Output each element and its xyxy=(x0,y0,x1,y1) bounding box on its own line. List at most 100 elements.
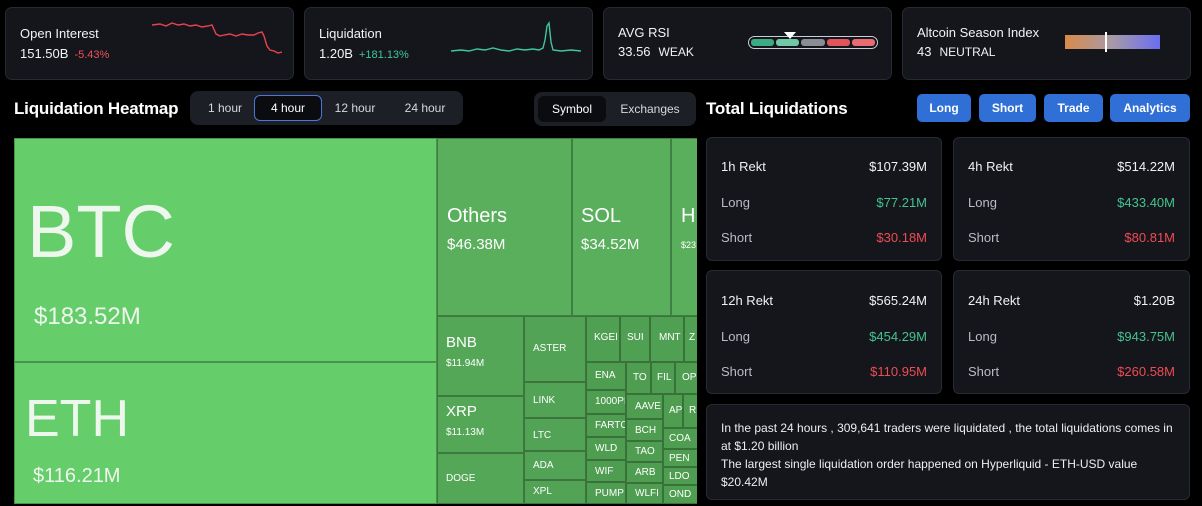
tile-fartc[interactable]: FARTC xyxy=(586,414,626,437)
rsi-gauge-seg xyxy=(801,39,825,46)
total-liquidations-title: Total Liquidations xyxy=(706,99,848,118)
tile-to-name: TO xyxy=(633,372,647,383)
tile-ap[interactable]: AP xyxy=(663,394,683,428)
tile-to[interactable]: TO xyxy=(626,362,651,394)
tile-1000pi[interactable]: 1000PI xyxy=(586,390,626,414)
rekt-24h-total: $1.20B xyxy=(1133,292,1175,308)
tile-kgei-name: KGEI xyxy=(594,332,618,343)
tile-others[interactable]: Others $46.38M xyxy=(437,138,572,316)
tile-pump-name: PUMP xyxy=(595,488,624,499)
tile-h-name: H xyxy=(681,205,696,227)
rekt-24h-short-label: Short xyxy=(968,363,1000,379)
avg-rsi-card[interactable]: AVG RSI 33.56 WEAK xyxy=(603,7,892,80)
avg-rsi-value: 33.56 xyxy=(618,44,651,59)
tile-arb[interactable]: ARB xyxy=(626,462,663,483)
tile-ena[interactable]: ENA xyxy=(586,362,626,390)
summary-line-1: In the past 24 hours , 309,641 traders w… xyxy=(721,421,1173,453)
analytics-button[interactable]: Analytics xyxy=(1110,94,1190,122)
open-interest-sparkline xyxy=(152,22,282,54)
tile-xrp[interactable]: XRP $11.13M xyxy=(437,396,524,453)
tile-bch[interactable]: BCH xyxy=(626,419,663,441)
tile-pen-name: PEN xyxy=(669,453,690,464)
tile-wif[interactable]: WIF xyxy=(586,460,626,482)
mode-tabs: Symbol Exchanges xyxy=(534,92,696,126)
tile-h[interactable]: H $23 xyxy=(671,138,697,316)
tile-tao[interactable]: TAO xyxy=(626,441,663,462)
tile-mnt[interactable]: MNT xyxy=(650,316,684,362)
tile-ldo-name: LDO xyxy=(669,471,690,482)
tile-r[interactable]: R xyxy=(683,394,697,428)
tile-pump[interactable]: PUMP xyxy=(586,482,626,504)
tile-btc[interactable]: BTC $183.52M xyxy=(14,138,437,362)
altcoin-season-marker xyxy=(1105,32,1107,52)
tab-12-hour[interactable]: 12 hour xyxy=(334,101,376,115)
tile-kgei[interactable]: KGEI xyxy=(586,316,620,362)
tile-aave[interactable]: AAVE xyxy=(626,394,663,419)
tile-link[interactable]: LINK xyxy=(524,382,586,418)
tile-arb-name: ARB xyxy=(635,467,656,478)
tile-ltc[interactable]: LTC xyxy=(524,418,586,451)
rsi-gauge-seg xyxy=(776,39,800,46)
long-button[interactable]: Long xyxy=(917,94,971,122)
tile-eth[interactable]: ETH $116.21M xyxy=(14,362,437,504)
rekt-4h-long-label: Long xyxy=(968,194,997,210)
avg-rsi-value-row: 33.56 WEAK xyxy=(618,44,694,59)
tile-link-name: LINK xyxy=(533,395,556,406)
trade-button[interactable]: Trade xyxy=(1044,94,1103,122)
liquidation-change: +181.13% xyxy=(358,49,409,61)
open-interest-card[interactable]: Open Interest 151.50B -5.43% xyxy=(5,7,294,80)
altcoin-season-gradient-bar xyxy=(1065,35,1160,49)
tile-wld[interactable]: WLD xyxy=(586,437,626,460)
tile-ldo[interactable]: LDO xyxy=(663,467,697,485)
rekt-1h-long-row: Long $77.21M xyxy=(721,192,927,212)
rekt-12h-long-label: Long xyxy=(721,328,750,344)
tile-xpl[interactable]: XPL xyxy=(524,480,586,504)
tile-sol[interactable]: SOL $34.52M xyxy=(572,138,671,316)
rsi-gauge-seg xyxy=(751,39,775,46)
rekt-24h-long-row: Long $943.75M xyxy=(968,326,1175,346)
rekt-24h-long: $943.75M xyxy=(1117,328,1175,344)
tile-coa[interactable]: COA xyxy=(663,428,697,449)
liquidation-card[interactable]: Liquidation 1.20B +181.13% xyxy=(304,7,593,80)
tile-ond[interactable]: OND xyxy=(663,485,697,504)
tile-bnb[interactable]: BNB $11.94M xyxy=(437,316,524,396)
tile-mnt-name: MNT xyxy=(659,332,681,343)
tile-xrp-value: $11.13M xyxy=(446,427,485,438)
tile-z[interactable]: Z xyxy=(684,316,697,362)
tile-xrp-name: XRP xyxy=(446,403,477,420)
tab-24-hour[interactable]: 24 hour xyxy=(404,101,446,115)
rekt-12h-period: 12h Rekt xyxy=(721,292,774,308)
heatmap-title: Liquidation Heatmap xyxy=(14,99,179,118)
tile-xpl-name: XPL xyxy=(533,486,552,497)
tile-fil[interactable]: FIL xyxy=(651,362,675,394)
tab-exchanges[interactable]: Exchanges xyxy=(620,102,680,116)
tile-bch-name: BCH xyxy=(635,425,657,436)
tab-4-hour[interactable]: 4 hour xyxy=(254,95,322,121)
tile-op[interactable]: OP xyxy=(675,362,697,394)
rekt-4h-short: $80.81M xyxy=(1124,229,1175,245)
tile-pen[interactable]: PEN xyxy=(663,449,697,467)
tile-aave-name: AAVE xyxy=(635,401,661,412)
summary-line-2: The largest single liquidation order hap… xyxy=(721,457,1138,489)
tile-btc-name: BTC xyxy=(27,190,175,273)
liquidation-sparkline xyxy=(451,20,581,52)
tab-1-hour[interactable]: 1 hour xyxy=(207,101,243,115)
tile-aster[interactable]: ASTER xyxy=(524,316,586,382)
tile-sui[interactable]: SUI xyxy=(620,316,650,362)
tab-symbol[interactable]: Symbol xyxy=(538,96,606,122)
short-button[interactable]: Short xyxy=(979,94,1036,122)
liquidation-treemap: BTC $183.52M ETH $116.21M Others $46.38M… xyxy=(14,138,697,504)
tile-wlfi[interactable]: WLFI xyxy=(626,483,663,504)
rekt-1h-short: $30.18M xyxy=(876,229,927,245)
altcoin-season-title: Altcoin Season Index xyxy=(917,25,1040,40)
tile-ada[interactable]: ADA xyxy=(524,451,586,480)
altcoin-season-card[interactable]: Altcoin Season Index 43 NEUTRAL xyxy=(902,7,1191,80)
rekt-4h-long: $433.40M xyxy=(1117,194,1175,210)
rekt-24h-total-row: 24h Rekt $1.20B xyxy=(968,290,1175,310)
tile-doge[interactable]: DOGE xyxy=(437,453,524,504)
tile-ond-name: OND xyxy=(669,489,692,500)
rsi-gauge-seg xyxy=(826,39,850,46)
tile-coa-name: COA xyxy=(669,433,691,444)
tile-tao-name: TAO xyxy=(635,446,655,457)
tile-z-name: Z xyxy=(689,332,696,343)
